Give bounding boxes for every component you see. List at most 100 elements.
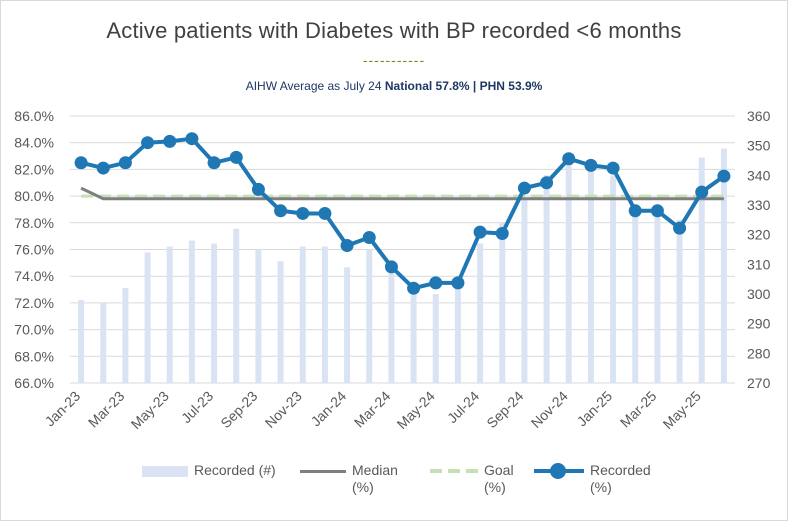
y-left-tick-label: 80.0% bbox=[14, 188, 54, 204]
legend-label-median: Median (%) bbox=[352, 462, 398, 496]
bar-recorded-count bbox=[610, 175, 617, 383]
point-recorded-pct bbox=[695, 185, 709, 199]
point-recorded-pct bbox=[517, 181, 531, 195]
bar-recorded-count bbox=[565, 157, 572, 383]
bar-recorded-count bbox=[543, 175, 550, 383]
point-recorded-pct bbox=[96, 161, 110, 175]
bar-recorded-count bbox=[144, 252, 151, 383]
bar-recorded-count bbox=[676, 219, 683, 383]
y-left-tick-label: 78.0% bbox=[14, 215, 54, 231]
bar-recorded-count bbox=[388, 273, 395, 383]
bar-recorded-count bbox=[499, 222, 506, 383]
bar-recorded-count bbox=[654, 210, 661, 383]
point-recorded-pct bbox=[274, 204, 288, 218]
point-recorded-pct bbox=[229, 150, 243, 164]
y-left-tick-label: 72.0% bbox=[14, 295, 54, 311]
point-recorded-pct bbox=[584, 158, 598, 172]
x-tick-label: Mar-25 bbox=[617, 388, 660, 431]
point-recorded-pct bbox=[384, 260, 398, 274]
y-left-tick-label: 68.0% bbox=[14, 348, 54, 364]
y-left-tick-label: 66.0% bbox=[14, 375, 54, 391]
y-right-tick-label: 300 bbox=[747, 286, 771, 302]
bar-recorded-count bbox=[587, 163, 594, 383]
subtitle-prefix: AIHW Average as July 24 bbox=[245, 79, 385, 93]
point-recorded-pct bbox=[251, 182, 265, 196]
legend-swatch-median bbox=[300, 470, 346, 473]
y-left-tick-label: 84.0% bbox=[14, 135, 54, 151]
legend-label-median-line1: Median bbox=[352, 462, 398, 478]
y-right-tick-label: 350 bbox=[747, 138, 771, 154]
x-tick-label: May-25 bbox=[660, 388, 704, 432]
bar-recorded-count bbox=[211, 243, 218, 383]
x-tick-label: May-23 bbox=[128, 388, 172, 432]
y-left-tick-label: 82.0% bbox=[14, 161, 54, 177]
y-right-tick-label: 340 bbox=[747, 167, 771, 183]
bar-recorded-count bbox=[698, 157, 705, 383]
legend-label-recorded-pct: Recorded (%) bbox=[590, 462, 651, 496]
x-tick-label: Jul-24 bbox=[444, 388, 482, 426]
bar-recorded-count bbox=[188, 240, 195, 383]
line-recorded-pct bbox=[80, 136, 726, 291]
y-right-tick-label: 280 bbox=[747, 345, 771, 361]
legend-label-goal: Goal (%) bbox=[484, 462, 514, 496]
point-recorded-pct bbox=[362, 230, 376, 244]
subtitle-national: National 57.8% bbox=[384, 79, 470, 93]
point-recorded-pct bbox=[340, 238, 354, 252]
point-recorded-pct bbox=[74, 156, 88, 170]
bar-recorded-count bbox=[521, 199, 528, 383]
bar-recorded-count bbox=[477, 243, 484, 383]
x-tick-label: May-24 bbox=[394, 388, 438, 432]
y-right-tick-label: 360 bbox=[747, 108, 771, 124]
x-tick-label: Nov-24 bbox=[528, 388, 571, 431]
point-recorded-pct bbox=[495, 226, 509, 240]
legend-swatch-recorded-count bbox=[142, 466, 188, 477]
point-recorded-pct bbox=[540, 176, 554, 190]
legend-swatch-recorded-pct-marker bbox=[550, 463, 566, 479]
subtitle-phn: PHN 53.9% bbox=[479, 79, 543, 93]
point-recorded-pct bbox=[451, 276, 465, 290]
point-recorded-pct bbox=[628, 204, 642, 218]
bar-recorded-count bbox=[78, 299, 85, 383]
legend-label-recorded-pct-line2: (%) bbox=[590, 479, 612, 495]
point-recorded-pct bbox=[673, 221, 687, 235]
y-right-tick-label: 320 bbox=[747, 227, 771, 243]
x-tick-label: Jan-23 bbox=[42, 388, 84, 430]
bar-recorded-count bbox=[632, 205, 639, 383]
point-recorded-pct bbox=[562, 152, 576, 166]
bar-recorded-count bbox=[720, 148, 727, 383]
point-recorded-pct bbox=[717, 169, 731, 183]
chart-title: Active patients with Diabetes with BP re… bbox=[106, 18, 682, 43]
bar-recorded-count bbox=[454, 279, 461, 383]
bar-recorded-count bbox=[366, 249, 373, 383]
y-right-tick-label: 290 bbox=[747, 316, 771, 332]
legend-label-goal-line2: (%) bbox=[484, 479, 506, 495]
y-left-tick-label: 76.0% bbox=[14, 242, 54, 258]
legend-label-median-line2: (%) bbox=[352, 479, 374, 495]
point-recorded-pct bbox=[207, 156, 221, 170]
point-recorded-pct bbox=[141, 136, 155, 150]
point-recorded-pct bbox=[650, 204, 664, 218]
point-recorded-pct bbox=[118, 156, 132, 170]
x-tick-label: Sep-24 bbox=[483, 388, 526, 431]
point-recorded-pct bbox=[407, 281, 421, 295]
x-tick-label: Nov-23 bbox=[262, 388, 305, 431]
bar-recorded-count bbox=[299, 246, 306, 383]
subtitle-separator: | bbox=[469, 79, 480, 93]
y-left-tick-label: 74.0% bbox=[14, 268, 54, 284]
point-recorded-pct bbox=[185, 132, 199, 146]
line-median bbox=[80, 186, 724, 201]
bar-recorded-count bbox=[432, 294, 439, 383]
bar-recorded-count bbox=[277, 261, 284, 383]
x-tick-label: Jul-23 bbox=[178, 388, 216, 426]
x-tick-label: Jan-25 bbox=[574, 388, 616, 430]
x-tick-label: Mar-23 bbox=[85, 388, 128, 431]
title-underline: ----------- bbox=[362, 52, 426, 68]
legend-label-recorded-count: Recorded (#) bbox=[194, 462, 276, 478]
legend-swatch-goal bbox=[430, 469, 478, 473]
x-tick-label: Sep-23 bbox=[217, 388, 260, 431]
legend-label-goal-line1: Goal bbox=[484, 462, 514, 478]
point-recorded-pct bbox=[318, 206, 332, 220]
x-tick-label: Jan-24 bbox=[308, 388, 350, 430]
y-right-tick-label: 270 bbox=[747, 375, 771, 391]
bar-recorded-count bbox=[321, 246, 328, 383]
